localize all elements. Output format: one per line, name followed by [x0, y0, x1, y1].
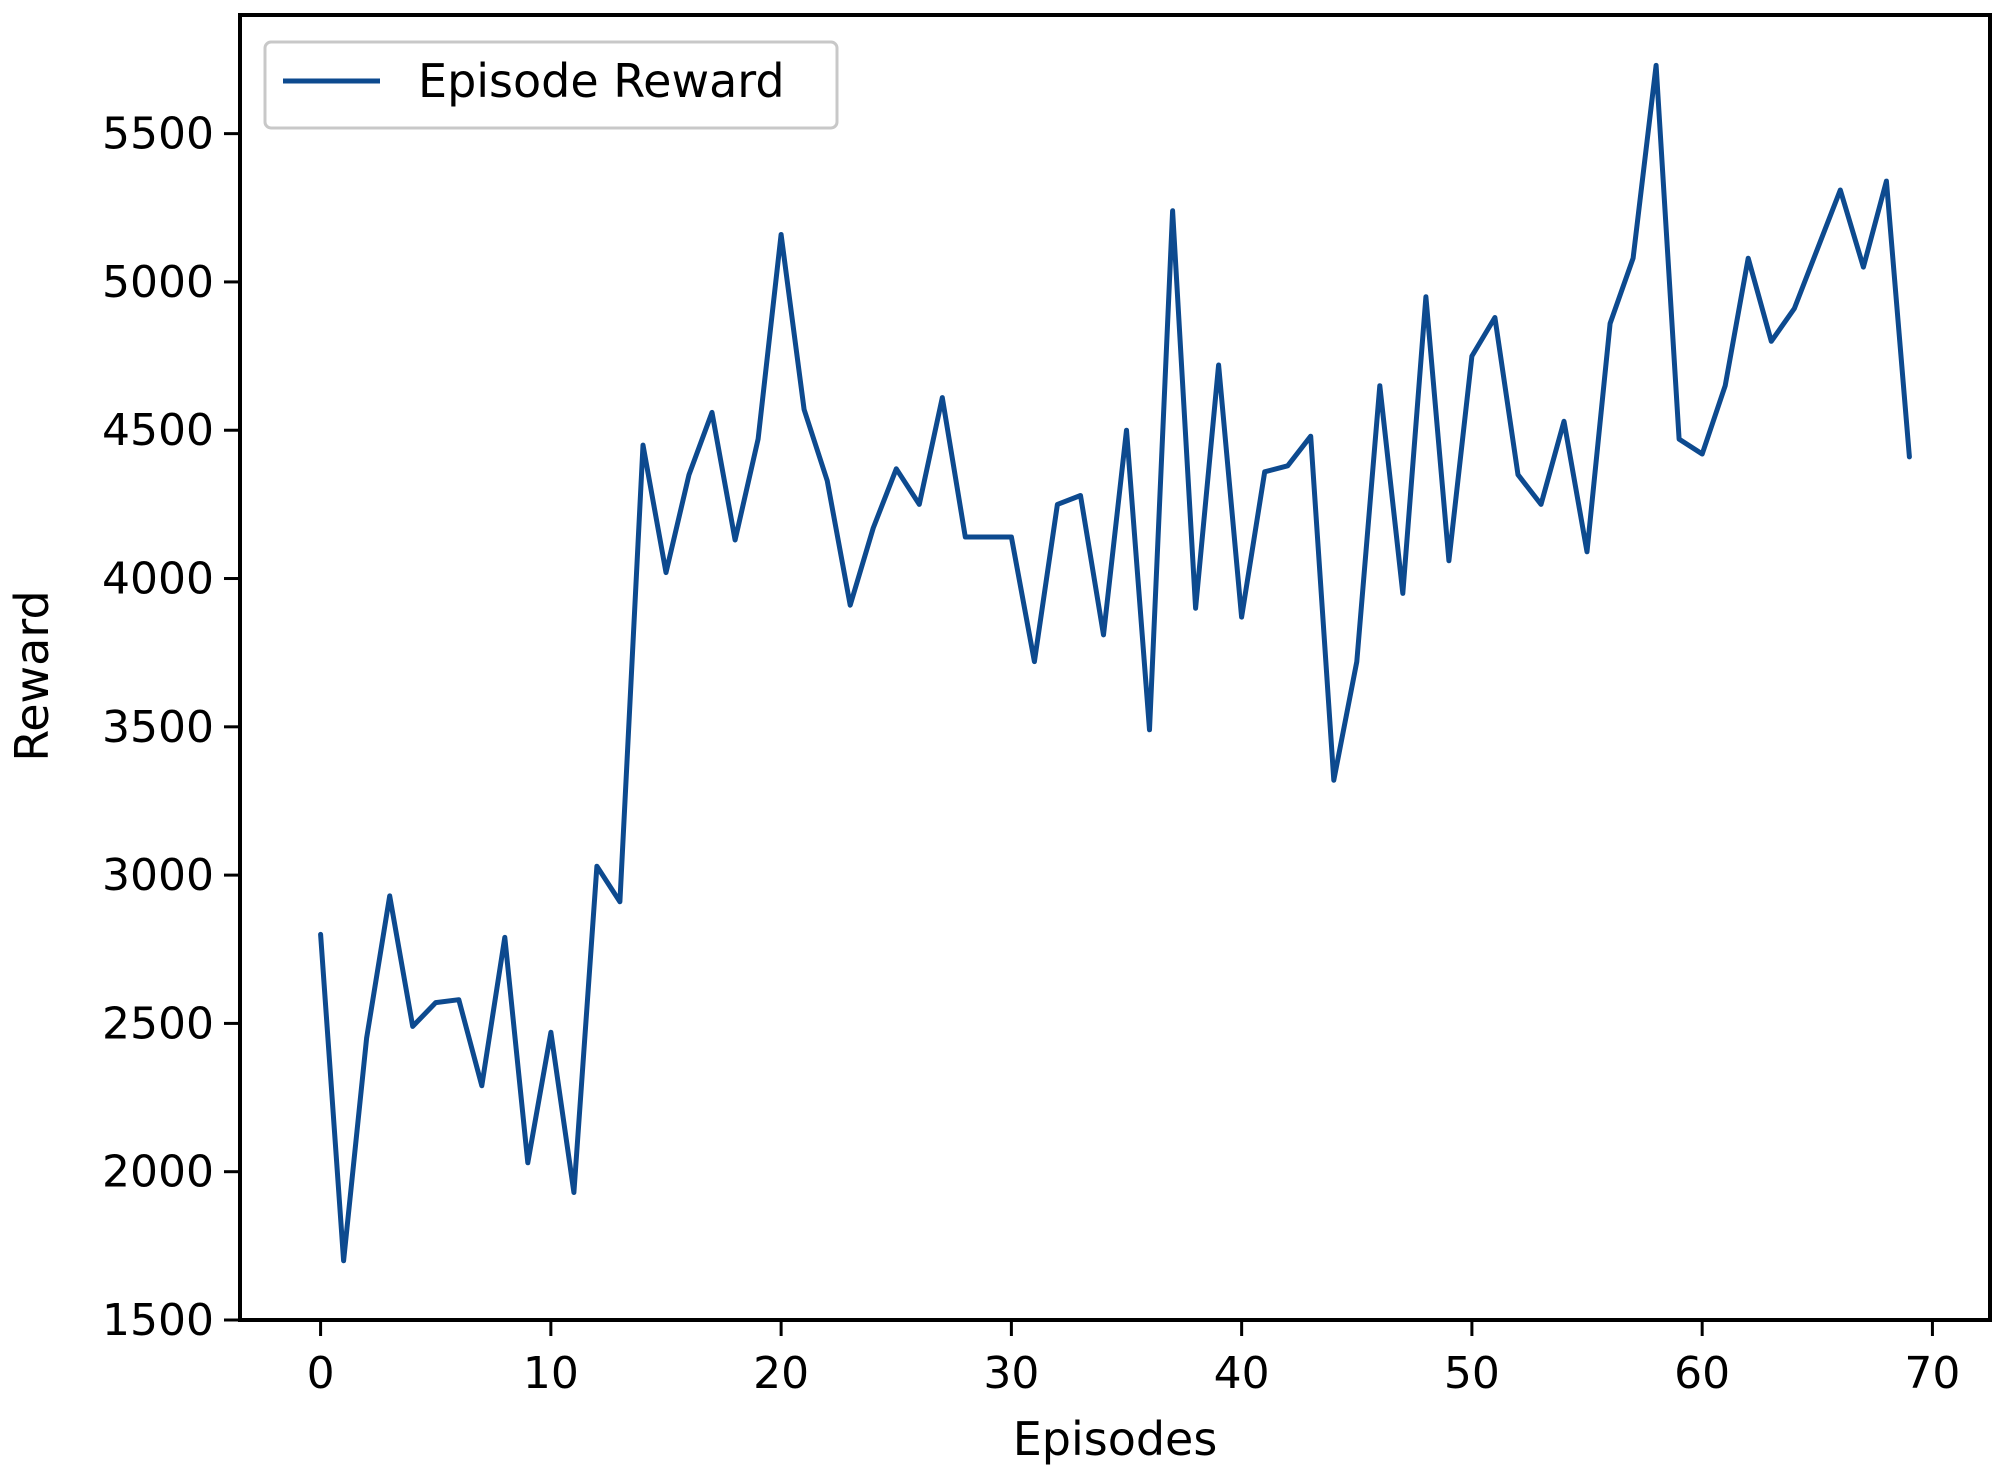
x-tick-label: 50	[1444, 1348, 1500, 1399]
x-tick-label: 20	[753, 1348, 809, 1399]
y-tick-label: 1500	[102, 1295, 214, 1346]
x-axis-label: Episodes	[1013, 1412, 1218, 1466]
y-tick-label: 5000	[102, 257, 214, 308]
x-tick-label: 70	[1904, 1348, 1960, 1399]
plot-frame	[238, 13, 1992, 1322]
y-tick-label: 4000	[102, 554, 214, 605]
x-tick-label: 60	[1674, 1348, 1730, 1399]
series-line-episode-reward	[318, 62, 1912, 1264]
y-tick-label: 4500	[102, 405, 214, 456]
legend-box	[263, 40, 839, 130]
y-tick-label: 3000	[102, 850, 214, 901]
y-tick-label: 2500	[102, 998, 214, 1049]
x-tick-label: 10	[523, 1348, 579, 1399]
legend: Episode Reward	[263, 40, 839, 130]
y-tick-label: 5500	[102, 109, 214, 160]
x-tick-label: 0	[307, 1348, 335, 1399]
x-axis-ticks: 0 10 20 30 40 50 60 70	[307, 1320, 1960, 1399]
y-tick-label: 2000	[102, 1147, 214, 1198]
x-tick-label: 40	[1214, 1348, 1270, 1399]
y-axis-label: Reward	[5, 590, 59, 761]
y-axis-ticks: 1500 2000 2500 3000 3500 4000 4500 5000 5500	[102, 109, 240, 1346]
x-tick-label: 30	[983, 1348, 1039, 1399]
y-tick-label: 3500	[102, 702, 214, 753]
legend-label: Episode Reward	[418, 54, 785, 108]
